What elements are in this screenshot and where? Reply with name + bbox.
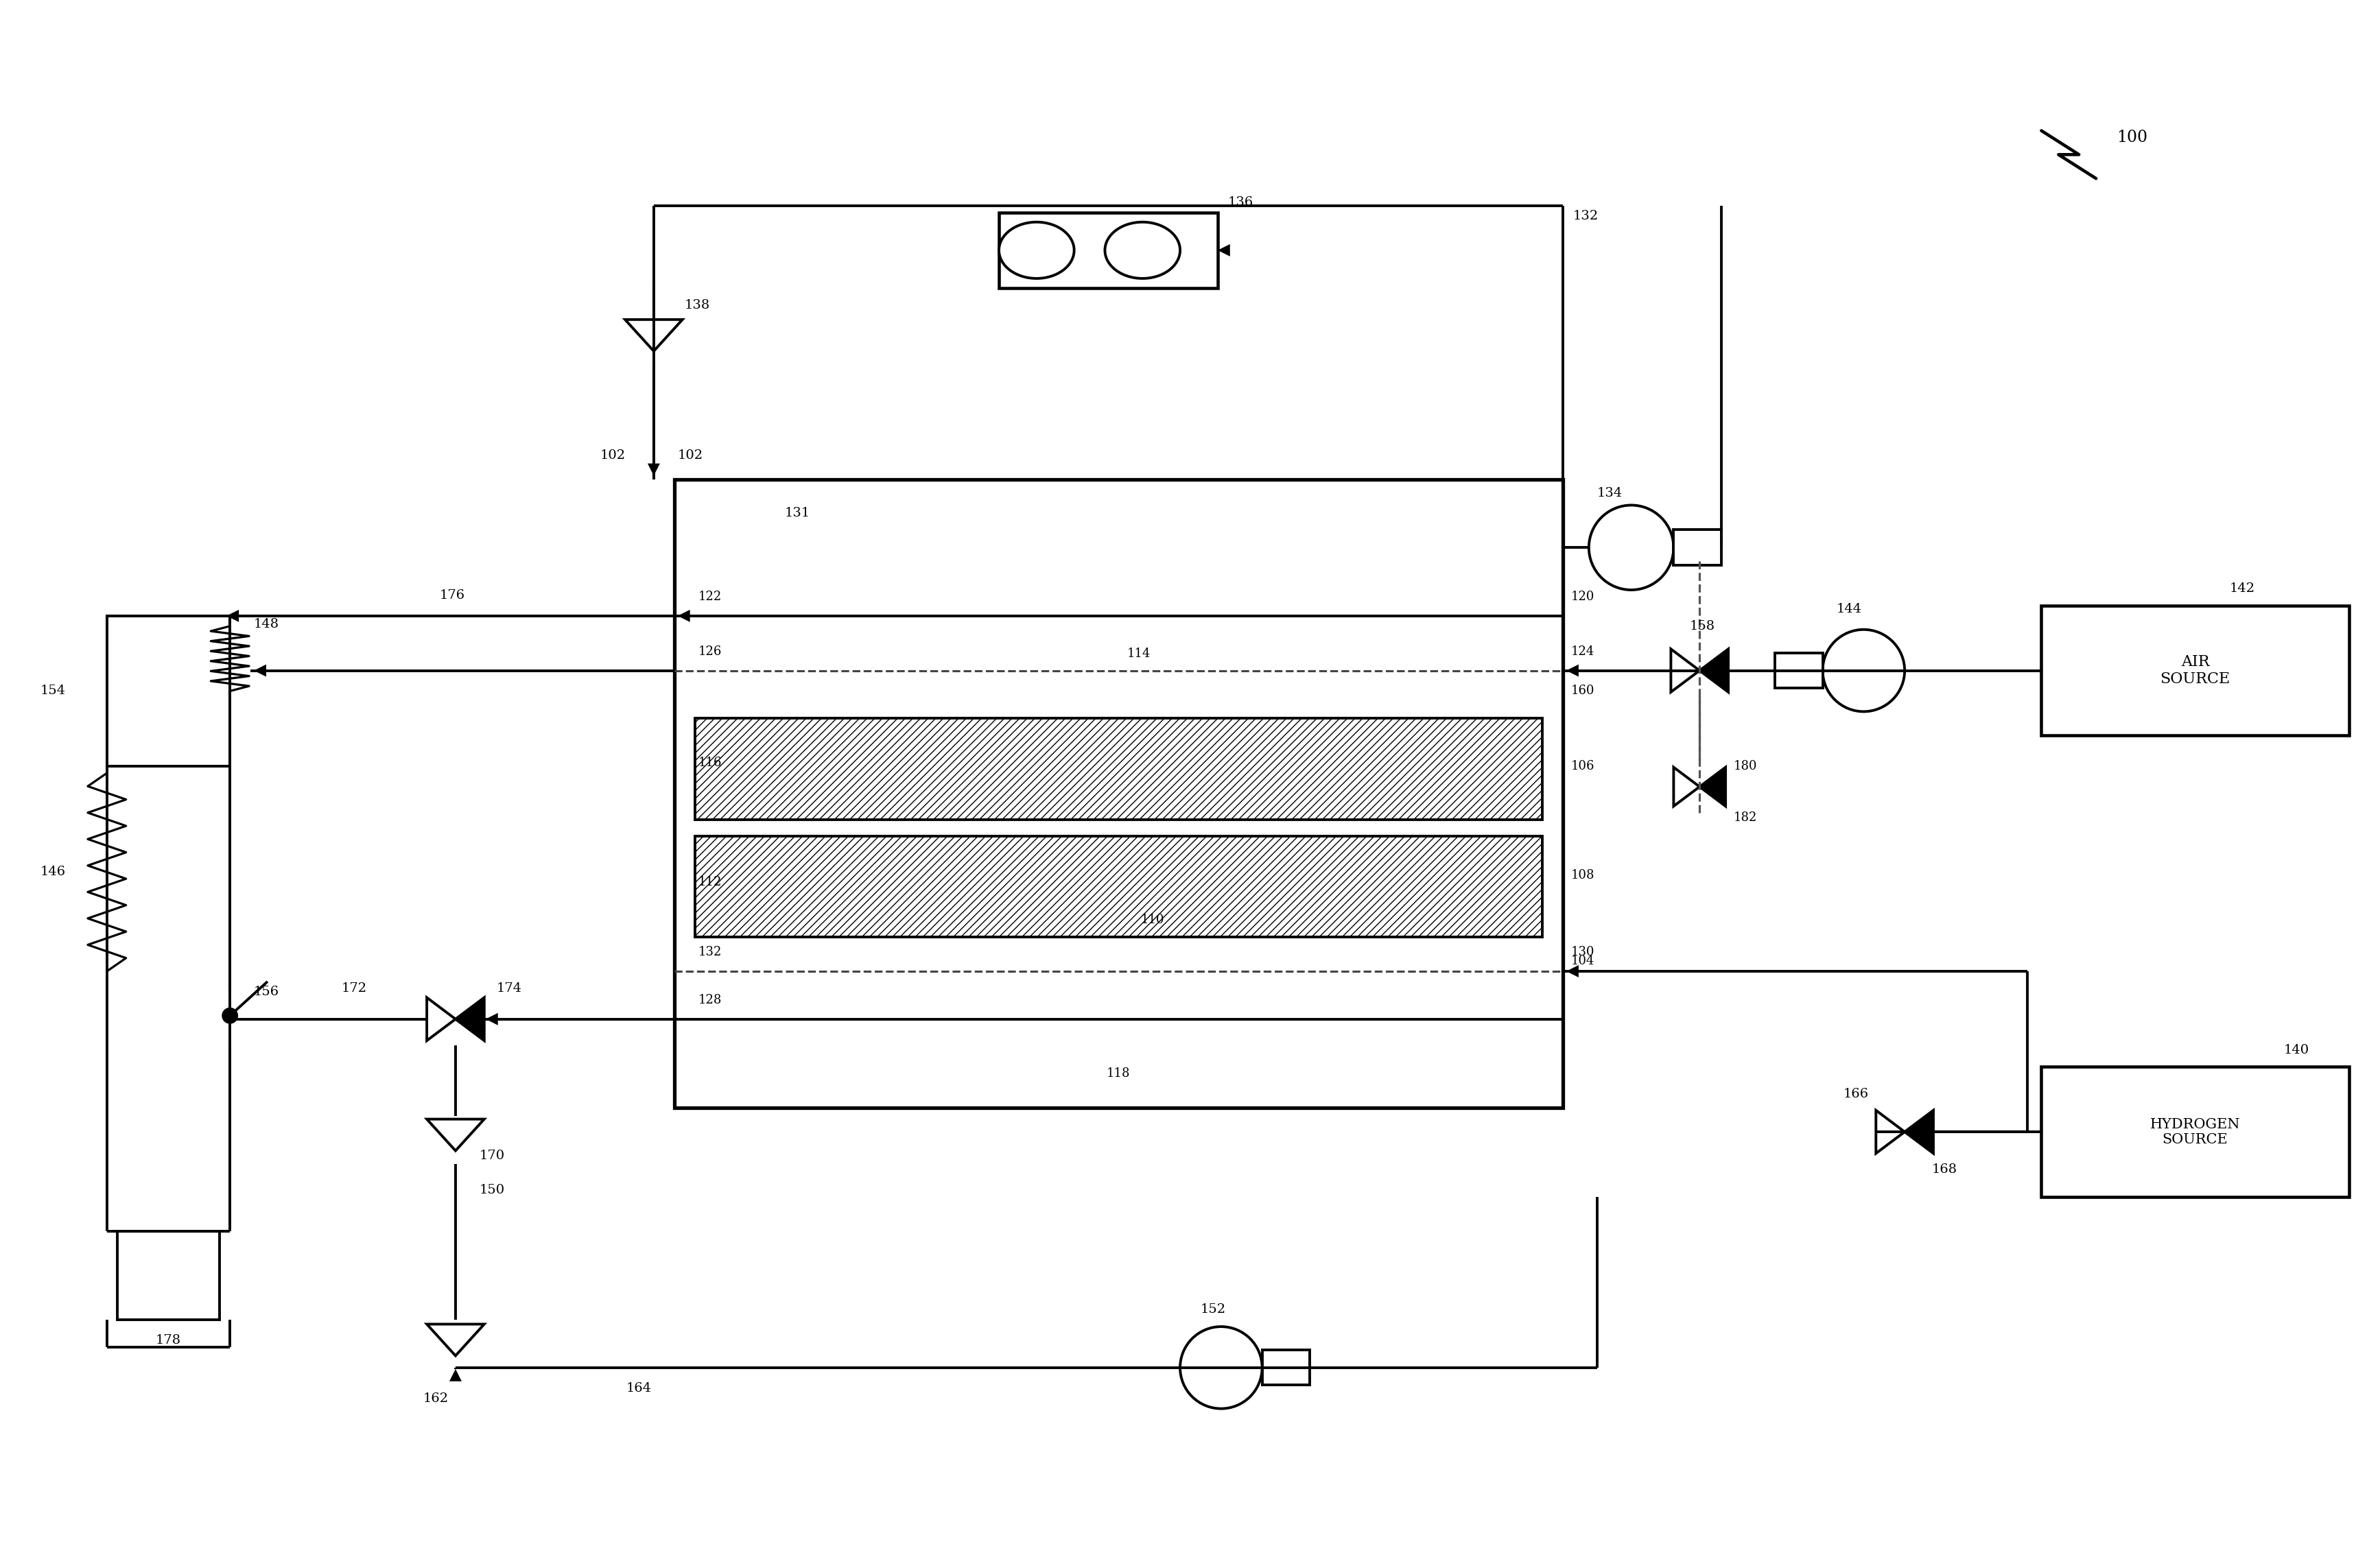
Text: 112: 112 [697,875,721,888]
Polygon shape [678,610,690,622]
Bar [117,1232,219,1320]
Ellipse shape [1104,222,1180,278]
Text: 158: 158 [1690,620,1716,633]
Polygon shape [455,998,483,1040]
Text: AIR
SOURCE: AIR SOURCE [2161,655,2230,687]
Polygon shape [1699,767,1726,805]
Polygon shape [226,610,238,622]
Text: 110: 110 [1140,914,1164,927]
Text: 132: 132 [1573,210,1599,222]
Text: 126: 126 [697,645,721,658]
Text: 166: 166 [1842,1088,1868,1101]
Bar [695,718,1542,819]
Text: 144: 144 [1837,603,1861,616]
Bar [1673,530,1721,566]
Bar [2042,605,2349,736]
Polygon shape [1219,244,1230,257]
Polygon shape [626,319,683,351]
Polygon shape [486,1012,497,1025]
Text: 102: 102 [600,449,626,462]
Text: 148: 148 [255,619,278,631]
Text: 114: 114 [1128,647,1152,659]
Text: 152: 152 [1200,1303,1226,1316]
Text: 160: 160 [1571,684,1595,697]
Bar [695,837,1542,938]
Text: 106: 106 [1571,760,1595,773]
Text: 150: 150 [478,1183,505,1196]
Text: 182: 182 [1733,812,1756,824]
Bar [1261,1350,1309,1386]
Bar [674,479,1564,1107]
Circle shape [1590,505,1673,589]
Polygon shape [255,664,267,676]
Text: 164: 164 [626,1382,652,1395]
Text: 131: 131 [785,507,809,519]
Bar [1000,213,1219,288]
Text: 178: 178 [155,1334,181,1347]
Circle shape [1823,630,1904,712]
Text: 134: 134 [1597,487,1623,499]
Polygon shape [426,1325,483,1356]
Text: 120: 120 [1571,591,1595,603]
Text: 136: 136 [1228,196,1254,208]
Polygon shape [1904,1110,1933,1154]
Text: 124: 124 [1571,645,1595,658]
Text: 176: 176 [440,589,464,602]
Polygon shape [1673,767,1699,805]
Text: 102: 102 [678,449,702,462]
Circle shape [224,1009,236,1023]
Polygon shape [450,1368,462,1381]
Text: 168: 168 [1933,1163,1956,1176]
Text: 130: 130 [1571,945,1595,958]
Ellipse shape [1000,222,1073,278]
Text: 132: 132 [697,945,721,958]
Text: 140: 140 [2285,1043,2309,1056]
Text: 174: 174 [497,983,521,995]
Text: 162: 162 [424,1392,450,1404]
Text: 172: 172 [340,983,367,995]
Polygon shape [426,1120,483,1151]
Text: 116: 116 [697,757,721,770]
Text: 138: 138 [685,299,709,311]
Bar [2042,1067,2349,1197]
Text: 118: 118 [1107,1068,1130,1079]
Polygon shape [1566,664,1578,676]
Circle shape [1180,1326,1261,1409]
Text: HYDROGEN
SOURCE: HYDROGEN SOURCE [2149,1118,2240,1146]
Bar [107,616,231,767]
Polygon shape [1671,648,1699,692]
Text: 100: 100 [2116,129,2147,145]
Text: 180: 180 [1733,760,1756,773]
Polygon shape [647,463,659,476]
Polygon shape [1566,966,1578,978]
Text: 104: 104 [1571,955,1595,967]
Text: 142: 142 [2230,583,2254,594]
Polygon shape [1699,648,1728,692]
Text: 170: 170 [478,1149,505,1162]
Bar [1775,653,1823,687]
Polygon shape [426,998,455,1040]
Text: 122: 122 [697,591,721,603]
Text: 108: 108 [1571,869,1595,882]
Text: 128: 128 [697,994,721,1006]
Polygon shape [1875,1110,1904,1154]
Text: 156: 156 [255,986,278,998]
Text: 154: 154 [40,684,67,697]
Text: 146: 146 [40,866,67,879]
